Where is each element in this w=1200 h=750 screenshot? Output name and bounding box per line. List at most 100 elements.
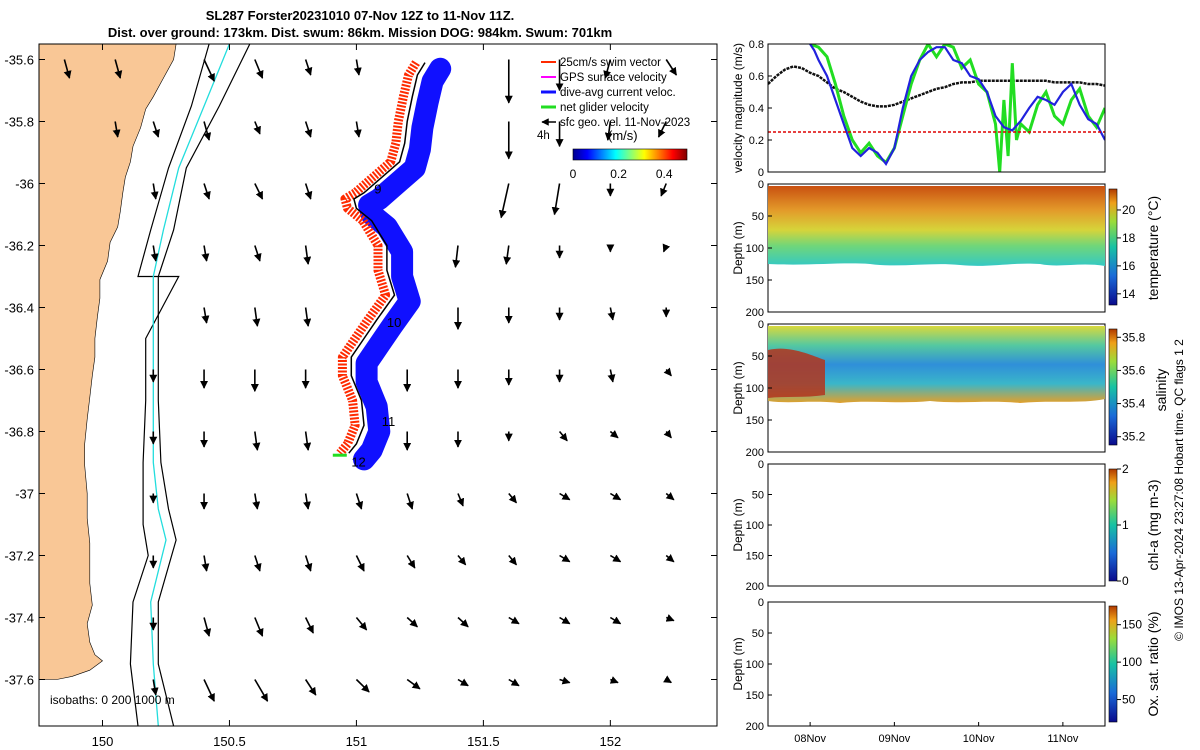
velocity-frame <box>767 43 1106 173</box>
oxygen-colorbar-tick-0: 50 <box>1122 693 1136 707</box>
map-x-tick-label-1: 150.5 <box>213 734 246 749</box>
surface-vector-97 <box>665 614 675 622</box>
salinity-y-tick-label-2: 100 <box>746 383 764 395</box>
isobath-legend: isobaths: 0 200 1000 m <box>50 693 175 707</box>
surface-vector-43 <box>607 307 616 321</box>
imos-footer: © IMOS 13-Apr-2024 23:27:08 Hobart time.… <box>1172 339 1186 641</box>
map-colorbar <box>572 148 688 161</box>
surface-vector-28 <box>150 245 159 262</box>
surface-vector-94 <box>508 616 520 625</box>
surface-vector-78 <box>253 555 262 572</box>
velocity-series-dive-avg <box>809 44 1105 167</box>
oxygen-y-tick-label-0: 0 <box>758 597 764 609</box>
surface-vector-82 <box>457 554 467 566</box>
salinity-y-tick-label-4: 200 <box>746 447 764 459</box>
map-y-tick-label-2: -36 <box>15 177 34 192</box>
velocity-y-tick-label-0: 0 <box>758 167 764 179</box>
chla-colorbar-tick-2: 2 <box>1122 462 1129 476</box>
velocity-panel: 0 0.2 0.4 0.6 0.8 velocity magnitude (m/s) <box>731 39 1106 179</box>
oxygen-y-tick-label-2: 100 <box>746 659 764 671</box>
time-x-tick-label-2: 10Nov <box>963 733 995 745</box>
velocity-y-tick-label-2: 0.4 <box>749 103 764 115</box>
surface-vector-36 <box>662 243 671 253</box>
velocity-ylabel: velocity magnitude (m/s) <box>731 43 745 173</box>
chla-y-tick-label-0: 0 <box>758 459 764 471</box>
surface-vector-23 <box>304 183 313 200</box>
surface-vector-101 <box>304 679 317 696</box>
chla-frame <box>767 463 1106 587</box>
salinity-colorbar <box>1108 328 1118 446</box>
velocity-y-tick-label-4: 0.8 <box>749 39 764 51</box>
map-y-tick-label-8: -37.2 <box>4 549 34 564</box>
surface-vector-31 <box>303 245 312 265</box>
surface-vector-103 <box>406 678 421 690</box>
surface-vector-15 <box>353 121 362 138</box>
map-colorbar-label: (m/s) <box>608 128 638 143</box>
map-y-tick-label-10: -37.6 <box>4 673 34 688</box>
map-y-tick-label-5: -36.6 <box>4 363 34 378</box>
legend-gps: GPS surface velocity <box>560 72 667 84</box>
surface-vector-12 <box>203 121 212 141</box>
surface-vector-27 <box>660 183 668 197</box>
surface-vector-90 <box>304 617 314 634</box>
surface-vector-38 <box>252 307 261 327</box>
surface-vector-72 <box>508 492 518 504</box>
surface-vector-22 <box>254 183 264 200</box>
surface-vector-80 <box>355 555 365 572</box>
map-x-tick-label-2: 151 <box>346 734 368 749</box>
oxygen-frame <box>767 601 1106 727</box>
map-y-ticks: -35.6 -35.8 -36 -36.2 -36.4 -36.6 -36.8 -37 -37.… <box>4 53 717 688</box>
surface-vector-98 <box>150 679 159 696</box>
salinity-colorbar-tick-0: 35.2 <box>1122 430 1146 444</box>
figure-subtitle: Dist. over ground: 173km. Dist. swum: 86… <box>107 25 613 40</box>
surface-vector-68 <box>303 493 311 510</box>
temperature-colorbar-ticks: 14 16 18 20 <box>1117 203 1136 301</box>
salinity-colorbar-ticks: 35.2 35.4 35.6 35.8 <box>1117 330 1146 444</box>
temperature-colorbar-tick-0: 14 <box>1122 287 1136 301</box>
chla-y-tick-label-4: 200 <box>746 581 764 593</box>
oxygen-colorbar-ticks: 50 100 150 <box>1117 618 1142 707</box>
surface-vector-100 <box>254 679 269 702</box>
surface-vector-92 <box>406 616 418 628</box>
salinity-y-ticks: 0 50 100 150 200 <box>746 319 772 459</box>
surface-vector-81 <box>406 555 416 569</box>
surface-vector-70 <box>406 493 414 510</box>
figure-title: SL287 Forster20231010 07-Nov 12Z to 11-N… <box>205 8 515 23</box>
temperature-y-tick-label-4: 200 <box>746 307 764 319</box>
salinity-y-tick-label-0: 0 <box>758 319 764 331</box>
surface-velocity-vectors <box>63 59 678 702</box>
temperature-colorbar-tick-1: 16 <box>1122 259 1136 273</box>
surface-vector-9 <box>665 59 678 76</box>
surface-vector-62 <box>558 430 568 442</box>
salinity-high-patch <box>768 348 825 398</box>
surface-vector-20 <box>150 183 159 200</box>
oxygen-panel: 0 50 100 150 200 08Nov 09Nov 10Nov 11Nov Depth … <box>731 597 1161 745</box>
legend-swim: 25cm/s swim vector <box>560 57 661 69</box>
surface-vector-53 <box>607 369 616 383</box>
map-y-tick-label-3: -36.2 <box>4 239 34 254</box>
surface-vector-10 <box>112 121 121 138</box>
salinity-field <box>768 326 1105 403</box>
chla-ylabel: Depth (m) <box>731 498 745 551</box>
surface-vector-67 <box>252 493 261 510</box>
swim-vector-track <box>336 60 420 457</box>
chla-y-ticks: 0 50 100 150 200 <box>746 459 772 593</box>
chla-colorbar-tick-1: 1 <box>1122 518 1129 532</box>
surface-vector-86 <box>665 554 675 563</box>
map-x-ticks: 150 150.5 151 151.5 152 <box>92 44 621 749</box>
surface-vector-75 <box>665 492 675 501</box>
salinity-y-tick-label-3: 150 <box>746 415 764 427</box>
salinity-colorbar-tick-2: 35.6 <box>1122 363 1146 377</box>
day-labels: 9 10 11 12 <box>351 182 401 470</box>
legend-net: net glider velocity <box>560 102 649 114</box>
isobath-1000m <box>157 44 251 726</box>
surface-vector-21 <box>203 183 211 200</box>
oxygen-colorbar <box>1108 605 1118 723</box>
temperature-colorbar <box>1108 188 1118 306</box>
day-label-2: 11 <box>382 414 396 429</box>
temperature-colorbar-tick-2: 18 <box>1122 231 1136 245</box>
surface-vector-13 <box>253 121 261 135</box>
